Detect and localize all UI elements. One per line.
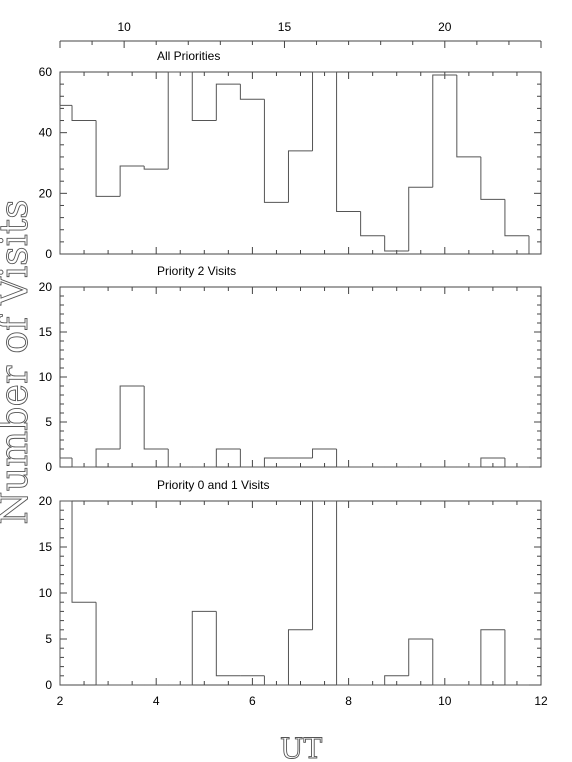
histogram-bin	[119, 385, 145, 449]
histogram-bin	[143, 386, 169, 450]
x-tick-label: 12	[534, 694, 548, 708]
histogram-bin	[480, 156, 505, 200]
y-tick-label: 10	[39, 586, 53, 600]
plot-frame	[59, 71, 542, 255]
y-tick-label: 0	[45, 460, 52, 474]
histogram-bin	[239, 84, 265, 100]
panel-1: All Priorities 0 20 40 60 10 15 20	[39, 20, 542, 261]
histogram-bin	[336, 449, 361, 468]
histogram-bin	[167, 71, 193, 170]
histogram-bin	[59, 457, 73, 467]
histogram-bin	[239, 449, 265, 468]
y-tick-label: 20	[39, 186, 53, 200]
histogram-bin	[456, 75, 481, 158]
histogram-bin	[215, 83, 241, 121]
histogram-bin	[504, 458, 529, 468]
y-tick-label: 5	[45, 632, 52, 646]
plot-frame	[59, 500, 542, 686]
y-tick-label: 60	[39, 65, 53, 79]
histogram-bin	[408, 638, 433, 676]
histogram-bin	[191, 72, 217, 122]
top-tick-label: 15	[278, 20, 292, 34]
histogram-bin	[312, 448, 337, 458]
y-tick-label: 0	[45, 247, 52, 261]
histogram-bin	[59, 104, 73, 254]
histogram-bin	[384, 235, 409, 252]
x-tick-label: 4	[153, 694, 160, 708]
plot-frame	[59, 286, 542, 468]
histogram-bin	[119, 165, 145, 197]
histogram-bin	[191, 610, 217, 685]
histogram-bin	[432, 74, 457, 188]
panel-title: Priority 0 and 1 Visits	[157, 478, 270, 492]
panel-2: Priority 2 Visits 0 5 10 15 20	[39, 264, 542, 474]
y-axis-label: Number of Visits	[0, 199, 36, 524]
histogram-bin	[312, 71, 337, 151]
histogram-bin	[95, 448, 121, 467]
y-tick-label: 0	[45, 678, 52, 692]
x-tick-label: 2	[57, 694, 64, 708]
histogram-bin	[408, 186, 433, 251]
histogram-bin	[360, 211, 385, 237]
y-tick-label: 15	[39, 325, 53, 339]
y-tick-label: 5	[45, 415, 52, 429]
x-tick-label: 6	[249, 694, 256, 708]
histogram-bin	[263, 675, 289, 686]
histogram-bin	[287, 629, 313, 685]
y-tick-label: 20	[39, 280, 53, 294]
histogram-bin	[143, 166, 169, 170]
histogram-bin	[71, 458, 97, 468]
y-tick-label: 15	[39, 540, 53, 554]
panel-title: All Priorities	[157, 49, 220, 63]
histogram-bin	[215, 611, 241, 677]
histogram-bin	[432, 639, 457, 686]
histogram-bin	[71, 105, 97, 122]
histogram-bin	[480, 629, 505, 685]
x-axis-label: UT	[280, 732, 323, 762]
x-tick-label: 8	[345, 694, 352, 708]
x-tick-label: 10	[438, 694, 452, 708]
histogram-bin	[336, 72, 361, 213]
histogram-bin	[480, 457, 505, 467]
histogram-bin	[215, 448, 241, 467]
top-tick-label: 10	[117, 20, 131, 34]
histogram-bin	[504, 629, 529, 686]
y-tick-label: 20	[39, 494, 53, 508]
histogram-bin	[95, 120, 121, 197]
y-tick-label: 40	[39, 126, 53, 140]
histogram-bin	[95, 602, 121, 686]
histogram-bin	[287, 150, 313, 203]
histogram-bin	[167, 449, 193, 468]
top-tick-label: 20	[438, 20, 452, 34]
histogram-bin	[59, 500, 73, 685]
histogram-bin	[384, 675, 409, 685]
histogram-bin	[336, 501, 361, 686]
histogram-bin	[312, 500, 337, 630]
y-tick-label: 10	[39, 370, 53, 384]
panel-3: Priority 0 and 1 Visits 0 5 10 15 20 2 4 6 8 10 12	[39, 478, 548, 708]
histogram-bin	[263, 457, 289, 467]
histogram-bin	[71, 501, 97, 603]
histogram-bin	[504, 199, 529, 237]
histogram-bin	[263, 99, 289, 203]
panel-title: Priority 2 Visits	[157, 264, 236, 278]
